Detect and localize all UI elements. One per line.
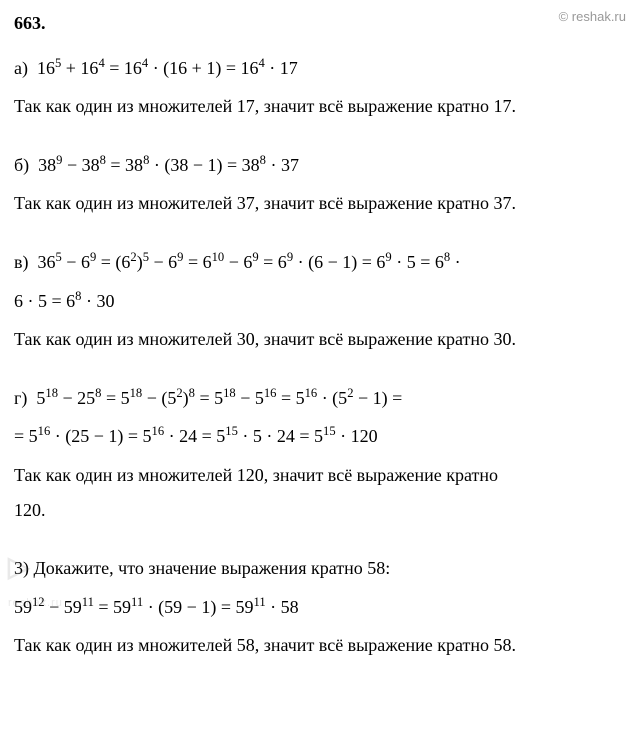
text-g-1: Так как один из множителей 120, значит в… — [14, 460, 624, 491]
label-a: а) — [14, 58, 28, 78]
section-g: г) 518 − 258 = 518 − (52)8 = 518 − 516 =… — [14, 383, 624, 525]
equation-3: 5912 − 5911 = 5911 · (59 − 1) = 5911 · 5… — [14, 592, 624, 623]
text-v: Так как один из множителей 30, значит вс… — [14, 324, 624, 355]
problem-number: 663. — [14, 8, 624, 39]
section-v: в) 365 − 69 = (62)5 − 69 = 610 − 69 = 69… — [14, 247, 624, 355]
text-3: Так как один из множителей 58, значит вс… — [14, 630, 624, 661]
text-b: Так как один из множителей 37, значит вс… — [14, 188, 624, 219]
equation-v-1: в) 365 − 69 = (62)5 − 69 = 610 − 69 = 69… — [14, 247, 624, 278]
text-g-2: 120. — [14, 495, 624, 526]
equation-v-2: 6 · 5 = 68 · 30 — [14, 286, 624, 317]
equation-b: б) 389 − 388 = 388 · (38 − 1) = 388 · 37 — [14, 150, 624, 181]
label-3: 3) — [14, 558, 29, 578]
label-b: б) — [14, 155, 29, 175]
intro-3: 3) Докажите, что значение выражения крат… — [14, 553, 624, 584]
equation-g-2: = 516 · (25 − 1) = 516 · 24 = 515 · 5 · … — [14, 421, 624, 452]
section-3: 3) Докажите, что значение выражения крат… — [14, 553, 624, 661]
section-a: а) 165 + 164 = 164 · (16 + 1) = 164 · 17… — [14, 53, 624, 122]
equation-g-1: г) 518 − 258 = 518 − (52)8 = 518 − 516 =… — [14, 383, 624, 414]
text-a: Так как один из множителей 17, значит вс… — [14, 91, 624, 122]
label-v: в) — [14, 252, 29, 272]
section-b: б) 389 − 388 = 388 · (38 − 1) = 388 · 37… — [14, 150, 624, 219]
equation-a: а) 165 + 164 = 164 · (16 + 1) = 164 · 17 — [14, 53, 624, 84]
watermark-copyright: © reshak.ru — [559, 6, 626, 28]
label-g: г) — [14, 388, 27, 408]
